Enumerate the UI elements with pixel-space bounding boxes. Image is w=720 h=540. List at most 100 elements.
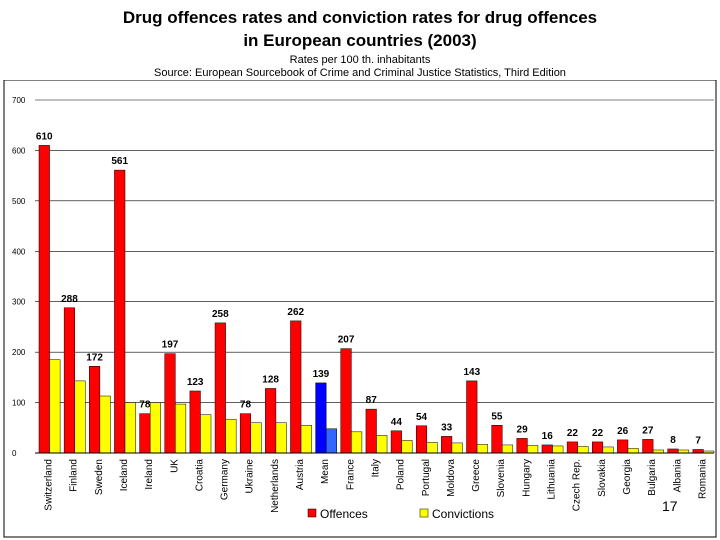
- data-label: 55: [491, 411, 503, 422]
- chart-source: Source: European Sourcebook of Crime and…: [154, 67, 566, 79]
- bar-offences: [164, 353, 176, 454]
- y-tick-label: 300: [12, 298, 26, 307]
- bar-convictions: [74, 380, 86, 454]
- chart-title-line1: Drug offences rates and conviction rates…: [122, 8, 598, 27]
- bar-convictions: [49, 359, 61, 454]
- bar-offences: [340, 348, 352, 454]
- category-label: Netherlands: [270, 459, 281, 513]
- bar-convictions: [200, 414, 212, 454]
- bar-offences: [114, 169, 126, 454]
- bar-offences: [516, 438, 528, 454]
- page-number: 17: [662, 498, 678, 514]
- data-label: 29: [517, 424, 529, 435]
- bar-convictions: [124, 402, 136, 454]
- bar-offences: [415, 425, 428, 454]
- category-label: Mean: [320, 459, 331, 484]
- legend-box: [302, 505, 522, 522]
- data-label: 207: [338, 335, 355, 346]
- bar-offences: [189, 390, 201, 454]
- data-label: 123: [187, 377, 204, 388]
- bar-offences: [617, 439, 629, 454]
- category-label: Slovenia: [496, 459, 507, 498]
- bar-offences: [390, 430, 402, 454]
- bar-convictions: [175, 403, 187, 454]
- data-label: 87: [366, 395, 378, 406]
- bar-offences: [239, 413, 251, 454]
- bar-convictions: [325, 428, 338, 454]
- bar-convictions: [426, 442, 438, 454]
- y-tick-label: 600: [12, 146, 26, 155]
- category-label: Ukraine: [245, 459, 256, 494]
- category-label: Greece: [471, 459, 482, 492]
- bar-offences: [315, 382, 327, 454]
- bar-offences: [63, 307, 75, 454]
- category-label: Bulgaria: [647, 459, 658, 496]
- category-label: Iceland: [119, 459, 130, 491]
- category-label: Romania: [697, 459, 708, 499]
- y-tick-label: 100: [12, 399, 26, 408]
- data-label: 78: [240, 400, 252, 411]
- bar-convictions: [225, 418, 237, 454]
- category-label: France: [345, 459, 356, 491]
- bar-convictions: [250, 422, 262, 454]
- bar-offences: [139, 413, 151, 454]
- category-label: Switzerland: [44, 459, 55, 511]
- category-label: UK: [169, 459, 180, 473]
- bar-convictions: [351, 431, 363, 454]
- category-label: Austria: [295, 459, 306, 491]
- bar-convictions: [451, 442, 463, 454]
- data-label: 610: [36, 131, 53, 142]
- legend-swatch-convictions: [419, 508, 429, 518]
- bar-offences: [89, 366, 101, 454]
- chart-frame: [3, 80, 717, 538]
- category-label: Albania: [672, 459, 683, 493]
- bar-convictions: [602, 446, 614, 454]
- data-label: 78: [139, 400, 151, 411]
- bar-offences: [692, 449, 704, 454]
- category-label: Georgia: [622, 459, 633, 495]
- bar-offences: [214, 322, 226, 454]
- bar-offences: [441, 436, 453, 454]
- data-label: 22: [567, 428, 579, 439]
- data-label: 288: [61, 294, 78, 305]
- category-label: Sweden: [94, 459, 105, 495]
- category-label: Czech Rep.: [572, 459, 583, 511]
- category-label: Lithuania: [547, 459, 558, 500]
- category-label: Hungary: [521, 459, 532, 497]
- data-label: 33: [441, 422, 453, 433]
- bar-offences: [491, 425, 503, 454]
- bar-convictions: [300, 425, 312, 454]
- data-label: 26: [617, 426, 629, 437]
- bar-convictions: [149, 402, 161, 454]
- legend-label-convictions: Convictions: [432, 507, 494, 521]
- data-label: 561: [111, 156, 128, 167]
- data-label: 143: [463, 367, 480, 378]
- data-label: 172: [86, 352, 103, 363]
- bar-offences: [265, 388, 277, 454]
- bar-convictions: [376, 435, 388, 454]
- legend-swatch-offences: [307, 508, 317, 518]
- category-label: Finland: [69, 459, 80, 492]
- bar-convictions: [527, 445, 539, 454]
- chart-title-line2: in European countries (2003): [243, 31, 477, 50]
- data-label: 22: [592, 428, 604, 439]
- bar-chart: 0 100 200 300 400 500 600 700 610 Switzerland 288 F…: [3, 80, 717, 538]
- y-tick-label: 400: [12, 247, 26, 256]
- legend-label-offences: Offences: [320, 507, 368, 521]
- category-label: Poland: [396, 459, 407, 490]
- bar-convictions: [552, 445, 564, 454]
- bar-offences: [290, 320, 302, 454]
- category-label: Moldova: [446, 459, 457, 497]
- data-label: 258: [212, 309, 229, 320]
- category-label: Italy: [370, 459, 381, 477]
- bar-offences: [592, 441, 604, 454]
- data-label: 128: [262, 374, 279, 385]
- bar-offences: [365, 408, 377, 454]
- bar-convictions: [501, 444, 514, 454]
- data-label: 262: [287, 307, 304, 318]
- data-label: 54: [416, 412, 428, 423]
- bar-offences: [466, 380, 478, 454]
- bar-offences: [642, 439, 654, 454]
- data-label: 8: [670, 435, 676, 446]
- bar-convictions: [577, 446, 589, 454]
